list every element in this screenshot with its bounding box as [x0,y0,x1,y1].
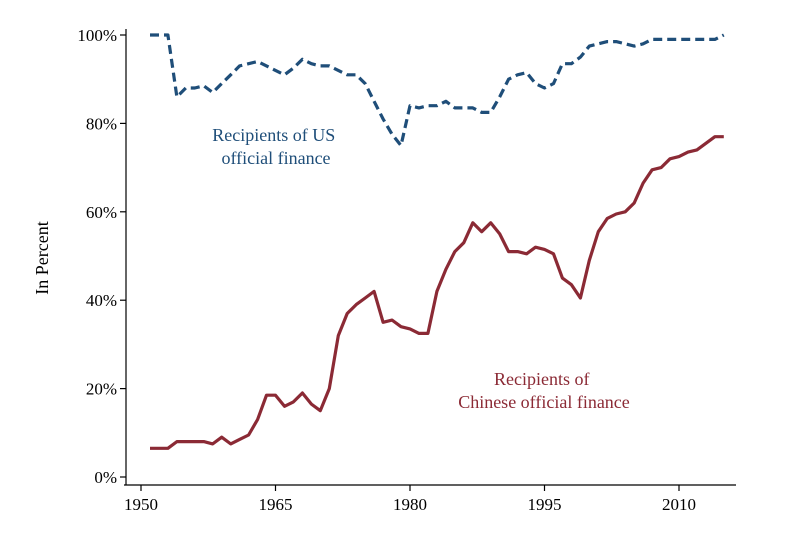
y-axis-title: In Percent [32,221,52,294]
china-series-line [150,135,724,450]
x-tick-label: 1965 [259,495,293,514]
x-tick-label: 2010 [662,495,696,514]
y-tick-label: 60% [86,203,117,222]
us-series-line [150,33,725,148]
y-tick-label: 40% [86,291,117,310]
us-series-label: Recipients of US official finance [212,125,340,168]
us-series-label-line-2: official finance [221,148,330,168]
china-series-label: Recipients of Chinese official finance [458,369,630,412]
y-tick-label: 20% [86,380,117,399]
x-tick-label: 1995 [528,495,562,514]
axes: 0% 20% 40% 60% 80% 100% 1950 1965 1980 1995 2010 [77,26,736,514]
y-tick-label: 100% [77,26,117,45]
y-tick-label: 0% [94,468,117,487]
china-series-label-line-2: Chinese official finance [458,392,630,412]
us-series-label-line-1: Recipients of US [212,125,335,145]
series-layer [150,33,725,450]
china-series-label-line-1: Recipients of [494,369,589,389]
x-tick-label: 1980 [393,495,427,514]
x-tick-label: 1950 [124,495,158,514]
y-tick-label: 80% [86,114,117,133]
